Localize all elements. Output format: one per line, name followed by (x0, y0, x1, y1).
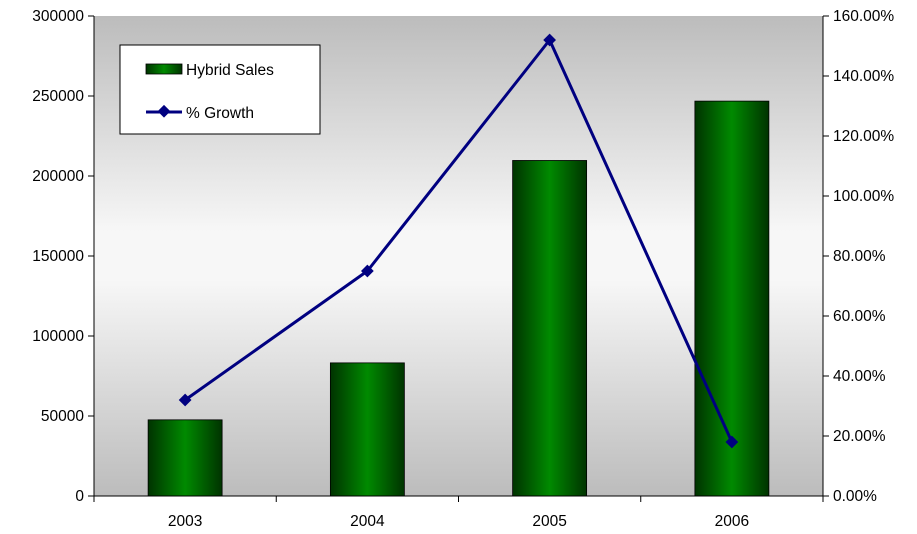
y-right-tick-label: 20.00% (833, 428, 886, 445)
growth-marker-2004 (361, 264, 374, 278)
y-left-tick-label: 0 (75, 488, 84, 505)
bar-2005 (512, 160, 588, 497)
y-left-tick-label: 100000 (32, 328, 84, 345)
y-right-tick-label: 120.00% (833, 128, 894, 145)
y-right-tick-label: 60.00% (833, 308, 886, 325)
x-tick-label: 2003 (168, 513, 202, 529)
axes-layer: 0 50000 100000 150000 200000 250000 300000 0.00… (32, 8, 894, 530)
growth-marker-2003 (178, 393, 192, 407)
bar-2004 (329, 362, 405, 497)
y-left-tick-label: 250000 (32, 88, 84, 105)
legend-box (119, 44, 321, 135)
legend-bar-swatch (145, 63, 183, 75)
x-tick-label: 2004 (350, 513, 385, 529)
legend-label-growth: % Growth (186, 105, 254, 122)
y-right-tick-label: 100.00% (833, 188, 894, 205)
bar-2003 (147, 419, 223, 497)
legend: Hybrid Sales % Growth (119, 44, 321, 135)
y-left-tick-label: 150000 (32, 248, 84, 265)
growth-line (184, 38, 734, 443)
legend-label-hybrid-sales: Hybrid Sales (186, 62, 274, 79)
bars-layer (147, 100, 770, 497)
y-right-tick-label: 40.00% (833, 368, 886, 385)
legend-diamond-marker (157, 104, 171, 118)
bar-2006 (694, 100, 770, 497)
y-right-tick-label: 140.00% (833, 68, 894, 85)
x-tick-label: 2005 (532, 513, 566, 529)
y-right-tick-label: 80.00% (833, 248, 886, 265)
y-right-tick-label: 0.00% (833, 488, 877, 505)
y-left-tick-label: 200000 (32, 168, 84, 185)
x-tick-label: 2006 (715, 513, 749, 529)
y-left-tick-label: 50000 (41, 408, 84, 425)
y-left-tick-label: 300000 (32, 8, 84, 25)
y-right-tick-label: 160.00% (833, 8, 894, 25)
